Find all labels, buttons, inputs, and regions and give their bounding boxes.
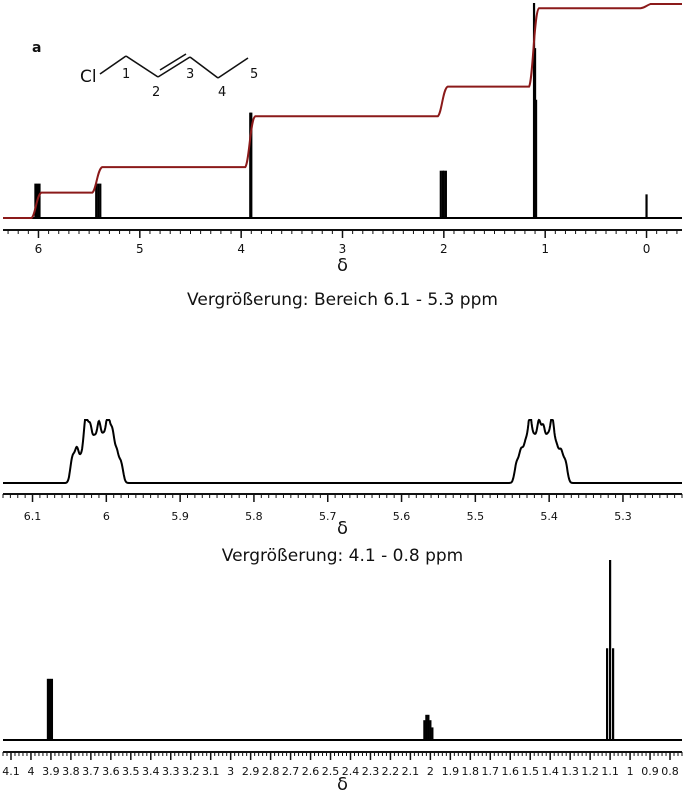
tick-label-25: 1.6: [502, 765, 520, 778]
tick-label-3: 5.8: [245, 510, 263, 523]
tick-label-1: 5: [136, 242, 144, 256]
tick-label-5: 5.6: [393, 510, 411, 523]
carbon-number-5: 5: [250, 67, 258, 82]
tick-label-22: 1.9: [442, 765, 460, 778]
tick-label-1: 4: [27, 765, 34, 778]
tick-label-33: 0.8: [661, 765, 679, 778]
molecule-structure: Cl 1 2 3 4 5: [80, 53, 258, 100]
carbon-number-1: 1: [122, 67, 130, 82]
tick-label-5: 3.6: [102, 765, 120, 778]
tick-label-6: 5.5: [467, 510, 485, 523]
tick-label-19: 2.2: [382, 765, 400, 778]
zoom-caption-1: Vergrößerung: Bereich 6.1 - 5.3 ppm: [187, 290, 498, 310]
tick-label-15: 2.6: [302, 765, 320, 778]
x-axis-label: δ: [337, 774, 348, 795]
bond-c4-c5: [217, 57, 249, 79]
tick-label-23: 1.8: [462, 765, 480, 778]
tick-label-17: 2.4: [342, 765, 360, 778]
tick-label-10: 3.1: [202, 765, 220, 778]
bond-c3-c4: [189, 56, 219, 79]
tick-label-12: 2.9: [242, 765, 260, 778]
bond-c1-c2: [125, 55, 159, 78]
tick-label-2: 4: [237, 242, 245, 256]
tick-label-20: 2.1: [402, 765, 420, 778]
figure-label: a: [32, 40, 41, 56]
bond-cl-c1: [99, 55, 127, 75]
tick-label-24: 1.7: [482, 765, 500, 778]
tick-label-2: 5.9: [171, 510, 189, 523]
tick-label-13: 2.8: [262, 765, 280, 778]
tick-label-0: 6: [35, 242, 43, 256]
tick-label-4: 3.7: [82, 765, 100, 778]
tick-label-3: 3: [339, 242, 347, 256]
zoom-caption-2: Vergrößerung: 4.1 - 0.8 ppm: [221, 546, 464, 566]
carbon-number-3: 3: [186, 67, 194, 82]
tick-label-0: 4.1: [2, 765, 20, 778]
bond-c2-c3-double: [159, 53, 187, 71]
tick-label-0: 6.1: [24, 510, 42, 523]
x-axis-label: δ: [337, 518, 348, 539]
tick-label-31: 1: [627, 765, 634, 778]
bond-c2-c3: [157, 56, 191, 78]
chart-full-spectrum: 6 5 4 3 2 1 0 δ: [3, 3, 682, 276]
tick-label-5: 1: [541, 242, 549, 256]
tick-label-8: 5.3: [614, 510, 632, 523]
chart-zoom-olefinic: 6.1 6 5.9 5.8 5.7 5.6 5.5 5.4 5.3 δ: [2, 418, 683, 539]
tick-label-18: 2.3: [362, 765, 380, 778]
tick-label-7: 5.4: [540, 510, 558, 523]
tick-label-14: 2.7: [282, 765, 300, 778]
tick-label-32: 0.9: [641, 765, 659, 778]
integral-curve: [3, 3, 682, 219]
tick-label-11: 3: [227, 765, 234, 778]
tick-label-4: 5.7: [319, 510, 337, 523]
multiplet-trace: [3, 418, 682, 484]
tick-label-6: 3.5: [122, 765, 140, 778]
tick-label-9: 3.2: [182, 765, 200, 778]
tick-label-30: 1.1: [601, 765, 619, 778]
tick-label-1: 6: [103, 510, 110, 523]
carbon-number-4: 4: [218, 85, 226, 100]
tick-label-7: 3.4: [142, 765, 160, 778]
tick-label-27: 1.4: [541, 765, 559, 778]
tick-label-21: 2: [427, 765, 434, 778]
carbon-number-2: 2: [152, 85, 160, 100]
tick-label-28: 1.3: [561, 765, 579, 778]
chart-zoom-aliphatic: 4.1 4 3.9 3.8 3.7 3.6 3.5 3.4 3.3 3.2 3.1 3 2.9 2.8 2.…: [2, 560, 683, 795]
tick-label-3: 3.8: [62, 765, 80, 778]
x-axis-label: δ: [337, 255, 348, 276]
tick-label-4: 2: [440, 242, 448, 256]
atom-cl: Cl: [80, 67, 97, 87]
tick-label-16: 2.5: [322, 765, 340, 778]
tick-label-2: 3.9: [42, 765, 60, 778]
tick-label-26: 1.5: [521, 765, 539, 778]
tick-label-29: 1.2: [581, 765, 599, 778]
tick-label-8: 3.3: [162, 765, 180, 778]
tick-label-6: 0: [643, 242, 651, 256]
